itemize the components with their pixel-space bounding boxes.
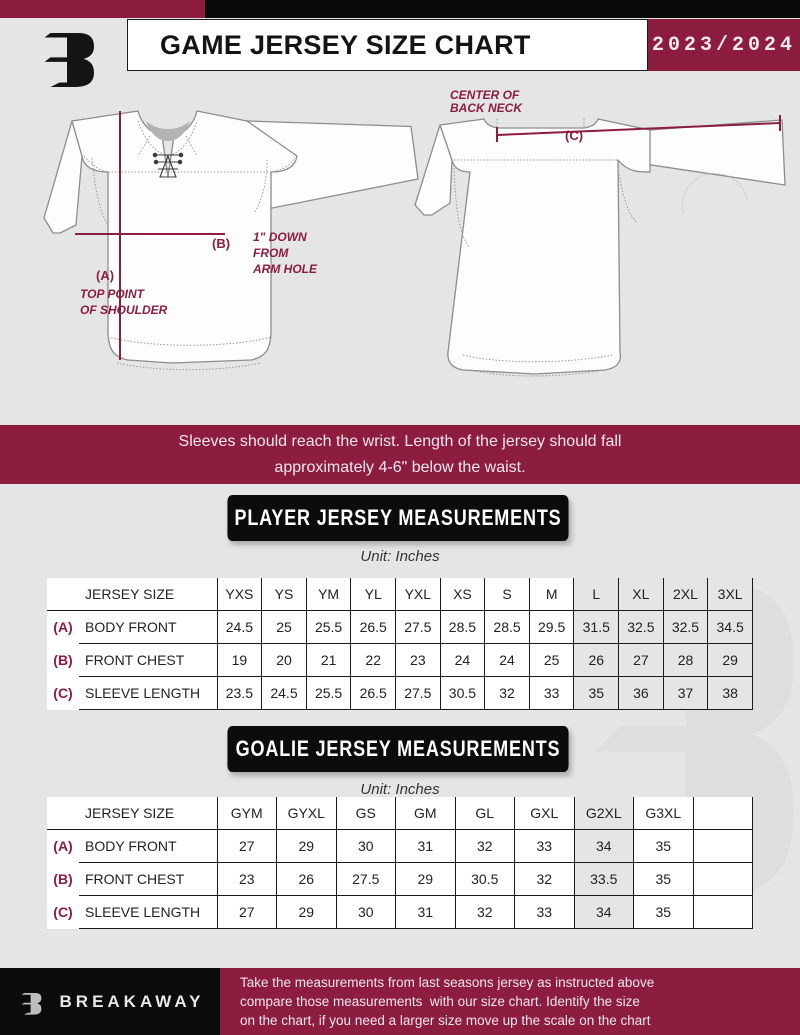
svg-text:OF SHOULDER: OF SHOULDER [80, 303, 168, 317]
svg-text:FROM: FROM [253, 246, 289, 260]
svg-text:BACK NECK: BACK NECK [450, 101, 523, 115]
svg-text:(C): (C) [565, 128, 583, 143]
svg-text:ARM HOLE: ARM HOLE [252, 262, 318, 276]
svg-text:CENTER OF: CENTER OF [450, 88, 520, 102]
svg-text:1" DOWN: 1" DOWN [253, 230, 307, 244]
svg-text:(A): (A) [96, 268, 114, 283]
svg-text:TOP POINT: TOP POINT [80, 287, 146, 301]
svg-text:(B): (B) [212, 236, 230, 251]
